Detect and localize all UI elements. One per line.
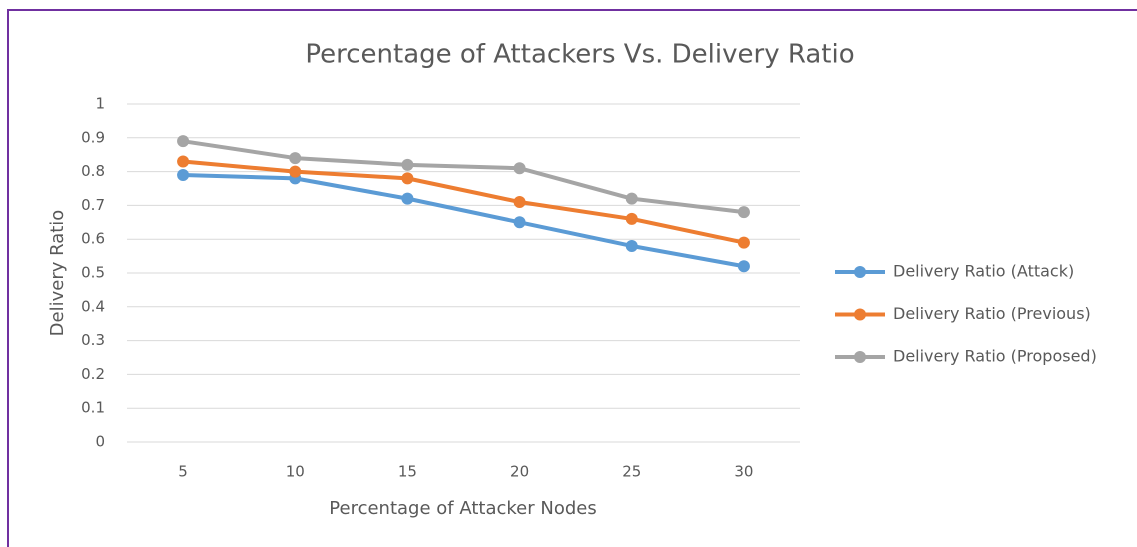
y-tick-label: 0.4 (81, 297, 105, 315)
data-point (401, 158, 414, 171)
legend-marker (854, 351, 866, 363)
y-tick-label: 0.6 (81, 230, 105, 248)
data-point (401, 172, 414, 185)
legend-label: Delivery Ratio (Proposed) (893, 347, 1097, 366)
x-tick-label: 10 (286, 463, 305, 481)
y-tick-label: 0.9 (81, 128, 105, 146)
data-point (177, 135, 190, 148)
series-line (182, 159, 745, 245)
data-point (625, 212, 638, 225)
y-tick-label: 0.3 (81, 331, 105, 349)
data-point (513, 162, 526, 175)
data-point (625, 239, 638, 252)
series-line (182, 139, 745, 215)
x-tick-label: 30 (734, 463, 753, 481)
x-tick-label: 25 (622, 463, 641, 481)
chart-border (7, 9, 1137, 547)
y-tick-label: 0.8 (81, 162, 105, 180)
data-point (401, 192, 414, 205)
y-tick-label: 0.2 (81, 365, 105, 383)
data-point (513, 196, 526, 209)
legend-marker (854, 308, 866, 321)
data-point (289, 165, 302, 178)
data-point (513, 216, 526, 229)
legend-marker (854, 266, 866, 278)
legend-label: Delivery Ratio (Attack) (893, 262, 1074, 281)
y-tick-label: 0.1 (81, 399, 105, 417)
x-tick-label: 5 (178, 463, 188, 481)
data-point (177, 168, 190, 181)
y-tick-label: 0.5 (81, 264, 105, 282)
y-axis-label: Delivery Ratio (47, 210, 68, 337)
chart-title: Percentage of Attackers Vs. Delivery Rat… (305, 40, 854, 70)
x-tick-label: 20 (510, 463, 529, 481)
x-tick-label: 15 (398, 463, 417, 481)
x-axis-label: Percentage of Attacker Nodes (329, 498, 596, 519)
data-point (177, 155, 190, 168)
series-line (183, 172, 745, 269)
data-point (737, 260, 750, 273)
data-point (625, 192, 638, 205)
data-point (737, 206, 750, 219)
data-point (289, 152, 302, 165)
legend-label: Delivery Ratio (Previous) (893, 304, 1091, 323)
y-tick-label: 0 (95, 433, 105, 451)
y-tick-label: 0.7 (81, 196, 105, 214)
data-point (737, 236, 750, 249)
y-tick-label: 1 (95, 95, 105, 113)
